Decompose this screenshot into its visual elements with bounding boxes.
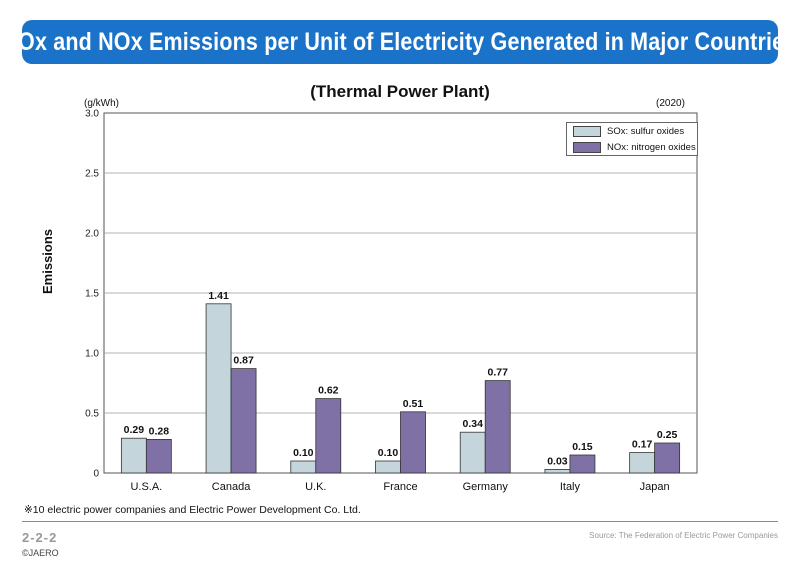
bar-sox (544, 468, 571, 474)
legend-swatch-nox (573, 141, 601, 153)
x-tick-label: France (383, 481, 417, 493)
page-title: SOx and NOx Emissions per Unit of Electr… (3, 27, 797, 56)
x-tick-label: Canada (212, 481, 251, 493)
data-label: 0.10 (293, 447, 314, 459)
data-label: 0.15 (572, 441, 593, 453)
x-tick-label: Italy (560, 481, 581, 493)
bar-sox (459, 431, 486, 474)
y-tick-label: 2.0 (85, 229, 99, 240)
bar-nox (230, 368, 257, 474)
legend-label-nox: NOx: nitrogen oxides (607, 141, 696, 153)
chart-title: (Thermal Power Plant) (310, 82, 490, 101)
data-label: 0.87 (233, 355, 254, 367)
bar-sox (375, 460, 401, 474)
footer-divider (22, 521, 778, 522)
bar-nox (484, 380, 511, 474)
data-label: 0.10 (378, 447, 399, 459)
bar-nox (654, 442, 681, 474)
x-tick-label: Germany (463, 481, 509, 493)
legend: SOx: sulfur oxides NOx: nitrogen oxides (566, 122, 698, 156)
data-label: 0.17 (632, 439, 653, 451)
legend-item-sox: SOx: sulfur oxides (567, 123, 697, 139)
x-tick-label: U.S.A. (130, 481, 162, 493)
x-tick-label: U.K. (305, 481, 326, 493)
bar-sox (629, 452, 656, 474)
source-note: Source: The Federation of Electric Power… (589, 531, 778, 540)
legend-label-sox: SOx: sulfur oxides (607, 125, 685, 137)
data-label: 0.29 (124, 424, 145, 436)
year-label: (2020) (656, 98, 685, 109)
y-tick-label: 1.0 (85, 349, 99, 360)
data-label: 0.34 (462, 418, 483, 430)
bar-sox (120, 437, 147, 474)
bar-nox (400, 411, 426, 474)
legend-item-nox: NOx: nitrogen oxides (567, 139, 697, 155)
bar-sox (205, 303, 232, 474)
data-label: 0.51 (403, 398, 424, 410)
footnote: ※10 electric power companies and Electri… (24, 504, 361, 516)
title-banner: SOx and NOx Emissions per Unit of Electr… (4, 20, 796, 64)
data-label: 0.28 (149, 425, 170, 437)
bar-sox (290, 460, 317, 474)
data-label: 0.62 (318, 385, 339, 397)
y-tick-label: 0.5 (85, 409, 99, 420)
y-tick-label: 2.5 (85, 169, 99, 180)
copyright: ©JAERO (22, 548, 59, 558)
data-label: 1.41 (208, 290, 229, 302)
legend-swatch-sox (573, 125, 601, 137)
bar-nox (315, 398, 342, 474)
data-label: 0.03 (547, 455, 568, 467)
unit-label: (g/kWh) (84, 98, 119, 109)
y-tick-label: 1.5 (85, 289, 99, 300)
bar-nox (569, 454, 596, 474)
data-label: 0.77 (487, 367, 508, 379)
page-number: 2-2-2 (22, 530, 58, 545)
bar-nox (145, 438, 172, 474)
data-label: 0.25 (657, 429, 678, 441)
y-tick-label: 3.0 (85, 109, 99, 120)
y-tick-label: 0 (93, 469, 99, 480)
x-tick-label: Japan (640, 481, 670, 493)
